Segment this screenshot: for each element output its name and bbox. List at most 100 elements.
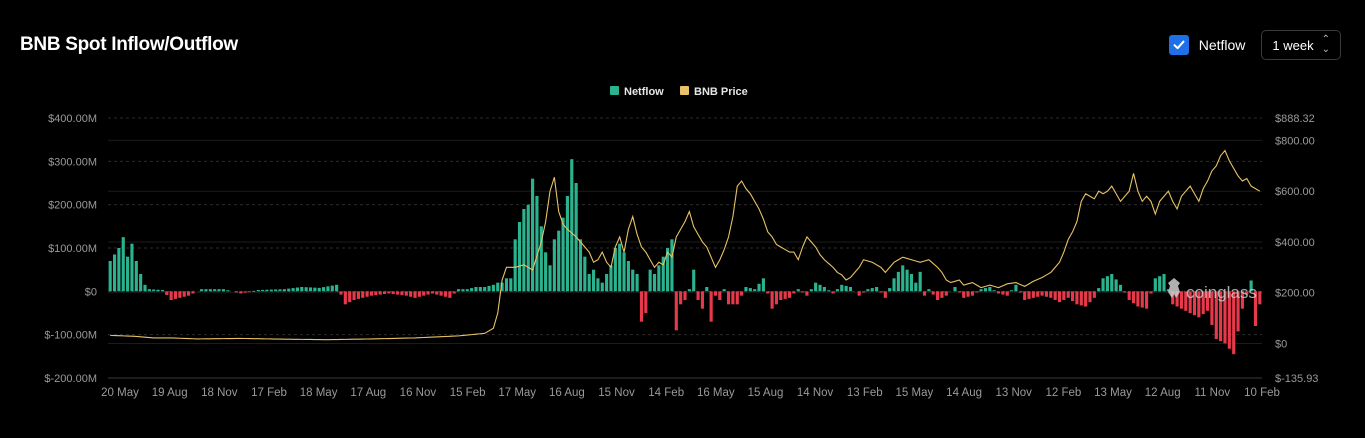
- netflow-bar: [557, 230, 561, 292]
- netflow-bar: [670, 239, 674, 292]
- netflow-bar: [200, 289, 204, 292]
- netflow-bar: [531, 178, 535, 292]
- netflow-bar: [1210, 291, 1214, 325]
- netflow-bar: [1001, 291, 1005, 295]
- legend-label-price: BNB Price: [694, 86, 748, 98]
- netflow-bar: [1240, 291, 1244, 309]
- netflow-bar: [121, 237, 125, 292]
- netflow-bar: [988, 287, 992, 292]
- netflow-bar: [796, 289, 800, 292]
- netflow-bar: [766, 291, 770, 294]
- netflow-bar: [1110, 274, 1114, 292]
- netflow-bar: [709, 291, 713, 322]
- netflow-bar: [609, 265, 613, 292]
- netflow-bar: [996, 291, 1001, 294]
- x-tick-label: 14 Nov: [797, 387, 834, 399]
- netflow-bar: [857, 291, 861, 296]
- netflow-bar: [905, 269, 909, 292]
- netflow-bar: [178, 291, 182, 298]
- legend-label-netflow: Netflow: [624, 86, 664, 98]
- x-tick-label: 13 Feb: [847, 387, 883, 399]
- netflow-bar: [1145, 291, 1149, 309]
- netflow-bar: [117, 248, 121, 292]
- netflow-bar: [500, 282, 504, 292]
- netflow-bar: [452, 291, 456, 294]
- x-tick-label: 12 Feb: [1045, 387, 1081, 399]
- netflow-bar: [1097, 288, 1101, 292]
- netflow-bar: [774, 291, 779, 305]
- netflow-bar: [1018, 291, 1022, 293]
- interval-select[interactable]: 1 week ⌃ ⌄: [1261, 30, 1341, 60]
- coinglass-logo-icon: [1168, 278, 1180, 298]
- netflow-bar: [1201, 291, 1205, 315]
- netflow-bar: [827, 290, 831, 292]
- netflow-bar: [644, 291, 648, 313]
- netflow-bar: [822, 287, 826, 292]
- netflow-bar: [1245, 291, 1249, 295]
- netflow-bar: [1040, 291, 1044, 296]
- netflow-bar: [339, 291, 343, 295]
- netflow-bar: [426, 291, 430, 295]
- netflow-bar: [1253, 291, 1258, 326]
- netflow-bar: [561, 217, 565, 292]
- netflow-bar: [1053, 291, 1057, 300]
- x-axis: 20 May 19 Aug 18 Nov 17 Feb 18 May 17 Aug 16 N…: [101, 387, 1280, 399]
- netflow-bar: [587, 274, 591, 292]
- netflow-bar: [234, 291, 239, 293]
- netflow-bar: [888, 288, 892, 292]
- netflow-bar: [278, 289, 282, 292]
- netflow-bar: [504, 278, 509, 292]
- netflow-checkbox[interactable]: [1168, 35, 1189, 55]
- netflow-bar: [1057, 291, 1062, 303]
- netflow-bar: [936, 291, 940, 300]
- netflow-bar: [330, 285, 334, 292]
- netflow-bar: [400, 291, 404, 296]
- netflow-bar: [247, 291, 252, 293]
- netflow-bar: [1075, 291, 1079, 305]
- netflow-bar: [300, 287, 304, 292]
- netflow-bar: [962, 291, 966, 298]
- netflow-bar: [1114, 279, 1118, 292]
- netflow-bar: [443, 291, 448, 297]
- netflow-bar: [866, 289, 870, 292]
- netflow-bar: [1258, 291, 1262, 305]
- x-tick-label: 16 Nov: [400, 387, 437, 399]
- right-tick-label: $0: [1275, 339, 1287, 351]
- netflow-bar: [535, 196, 539, 292]
- netflow-bar: [722, 289, 726, 292]
- netflow-bar: [622, 252, 626, 292]
- chart-controls: Netflow 1 week ⌃ ⌄: [1168, 30, 1341, 60]
- netflow-bar: [679, 291, 683, 305]
- netflow-bar: [287, 288, 291, 292]
- netflow-bar: [901, 265, 905, 292]
- left-axis: $400.00M $300.00M $200.00M $100.00M $0 $-100.…: [44, 113, 97, 385]
- netflow-bar: [1140, 291, 1144, 308]
- netflow-bar: [1027, 291, 1031, 299]
- left-tick-label: $100.00M: [48, 243, 97, 255]
- netflow-bar: [404, 291, 408, 296]
- netflow-bar: [517, 222, 522, 292]
- netflow-bar: [1232, 291, 1236, 355]
- netflow-bar: [805, 291, 809, 296]
- netflow-bar: [173, 291, 178, 299]
- netflow-bar: [165, 291, 169, 296]
- netflow-bar: [352, 291, 356, 300]
- netflow-bar: [1105, 276, 1109, 292]
- netflow-bar: [1044, 291, 1049, 297]
- netflow-bar: [626, 261, 630, 292]
- x-tick-label: 16 May: [697, 387, 735, 399]
- netflow-bar: [465, 289, 469, 292]
- netflow-bar: [483, 287, 487, 292]
- netflow-bar: [461, 289, 465, 292]
- x-tick-label: 13 Nov: [995, 387, 1032, 399]
- netflow-bar: [139, 274, 143, 292]
- netflow-bar: [770, 291, 774, 309]
- x-tick-label: 10 Feb: [1244, 387, 1280, 399]
- netflow-bar: [801, 291, 805, 293]
- netflow-bar: [1010, 290, 1014, 292]
- x-tick-label: 19 Aug: [152, 387, 188, 399]
- right-tick-label: $800.00: [1275, 135, 1315, 147]
- netflow-bar: [596, 278, 600, 292]
- netflow-bar: [243, 291, 247, 293]
